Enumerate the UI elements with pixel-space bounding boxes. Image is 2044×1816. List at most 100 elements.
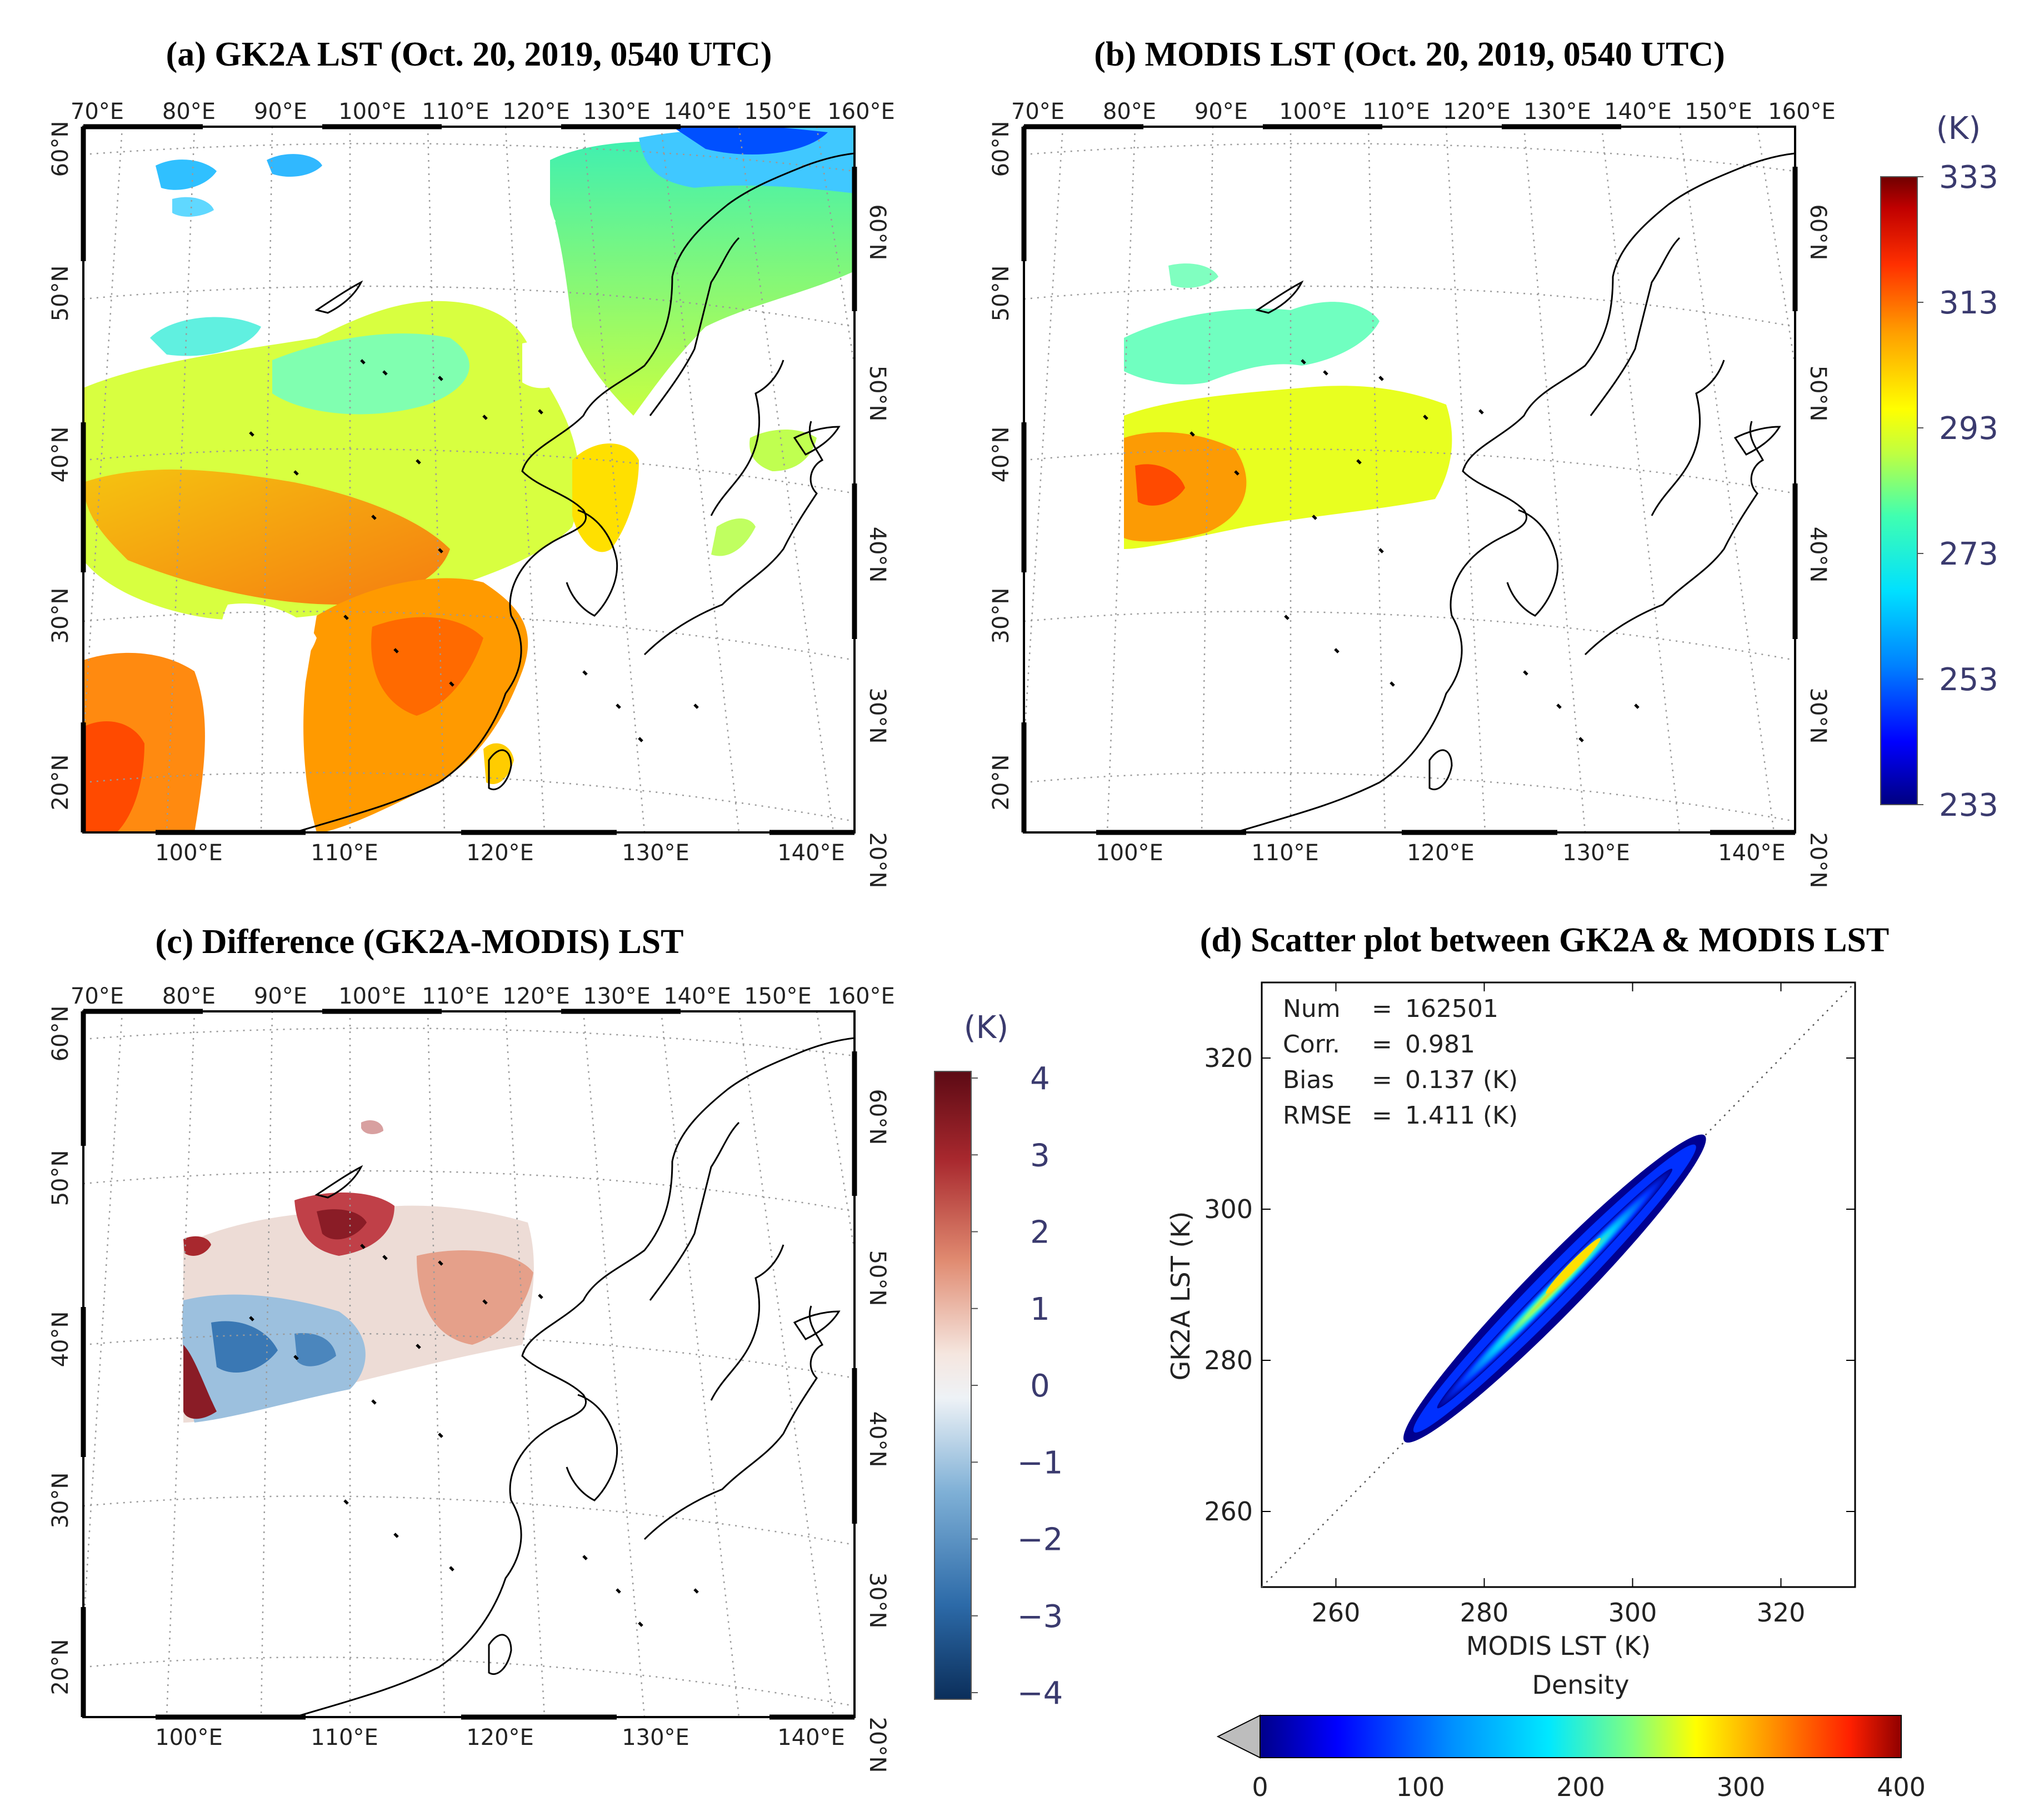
y-tick-label: 260 (1204, 1496, 1253, 1526)
left-lat-label: 20°N (48, 1639, 73, 1695)
top-lon-label: 120°E (502, 99, 570, 124)
bottom-lon-label: 120°E (1407, 840, 1475, 866)
top-lon-label: 160°E (1768, 99, 1836, 124)
bottom-lon-label: 110°E (1251, 840, 1319, 866)
colorbar-lst-label: 333 (1939, 159, 1998, 196)
top-lon-label: 80°E (162, 99, 216, 124)
top-lon-label: 160°E (827, 99, 895, 124)
colorbar-diff-label: 2 (1030, 1215, 1050, 1251)
colorbar-diff-label: −4 (1017, 1675, 1063, 1712)
right-lat-label: 40°N (864, 527, 890, 583)
top-lon-label: 80°E (162, 984, 216, 1009)
top-lon-label: 100°E (338, 99, 406, 124)
left-lat-label: 50°N (48, 266, 73, 322)
land-mongolia (272, 333, 469, 415)
right-lat-label: 20°N (864, 832, 890, 889)
colorbar-diff-label: −1 (1017, 1445, 1063, 1481)
top-lon-label: 110°E (1362, 99, 1430, 124)
bottom-lon-label: 120°E (466, 840, 534, 866)
top-lon-label: 110°E (422, 99, 489, 124)
stat-label: Corr. (1283, 1030, 1340, 1059)
y-tick-label: 280 (1204, 1345, 1253, 1375)
panel-d-title: (d) Scatter plot between GK2A & MODIS LS… (1200, 921, 1890, 959)
colorbar-diff-label: −2 (1017, 1522, 1063, 1558)
panel-c: (c) Difference (GK2A-MODIS) LST (81, 923, 857, 1720)
right-lat-label: 40°N (864, 1411, 890, 1468)
right-lat-label: 20°N (864, 1717, 890, 1773)
panel-d: (d) Scatter plot between GK2A & MODIS LS… (1166, 921, 1889, 1661)
x-tick-label: 300 (1608, 1598, 1657, 1628)
land-korea (572, 443, 639, 552)
right-lat-label: 60°N (864, 1089, 890, 1145)
colorbar-lst-bar (1880, 176, 1918, 805)
bottom-lon-label: 140°E (777, 840, 845, 866)
colorbar-density-label: 0 (1252, 1772, 1268, 1802)
top-lon-label: 140°E (1604, 99, 1672, 124)
panel-a: (a) GK2A LST (Oct. 20, 2019, 0540 UTC) (81, 36, 857, 835)
colorbar-lst-label: 273 (1939, 536, 1998, 572)
colorbar-diff-label: 3 (1030, 1138, 1050, 1174)
left-lat-label: 40°N (988, 427, 1014, 483)
stat-label: Bias (1283, 1066, 1334, 1094)
diff-field-positive-west (183, 1345, 217, 1419)
left-lat-label: 40°N (48, 1311, 73, 1368)
panel-c-frame-ticks (81, 1009, 857, 1720)
stat-value: 0.981 (1405, 1030, 1475, 1059)
colorbar-lst: (K) 333 313 293 273 253 233 (1880, 111, 1998, 824)
top-lon-label: 140°E (663, 984, 731, 1009)
right-lat-label: 50°N (864, 1250, 890, 1306)
bottom-lon-label: 140°E (1718, 840, 1786, 866)
right-lat-label: 20°N (1805, 832, 1831, 889)
colorbar-density-label: 300 (1717, 1772, 1766, 1802)
right-lat-label: 40°N (1805, 527, 1831, 583)
top-lon-label: 90°E (254, 984, 307, 1009)
panel-a-title: (a) GK2A LST (Oct. 20, 2019, 0540 UTC) (166, 36, 772, 73)
top-lon-label: 150°E (744, 984, 812, 1009)
top-lon-label: 160°E (827, 984, 895, 1009)
top-lon-label: 80°E (1103, 99, 1156, 124)
left-lat-label: 60°N (48, 1006, 73, 1062)
y-tick-label: 320 (1204, 1043, 1253, 1073)
panel-a-frame-ticks (81, 124, 857, 835)
bottom-lon-label: 130°E (1562, 840, 1630, 866)
y-tick-label: 300 (1204, 1194, 1253, 1224)
left-lat-label: 60°N (988, 121, 1014, 177)
colorbar-lst-label: 293 (1939, 411, 1998, 447)
colorbar-diff-label: 0 (1030, 1368, 1050, 1404)
colorbar-density-bar (1260, 1715, 1902, 1758)
colorbar-diff-label: 4 (1030, 1061, 1050, 1097)
colorbar-lst-label: 313 (1939, 285, 1998, 321)
bottom-lon-label: 130°E (622, 1725, 689, 1750)
right-lat-label: 50°N (864, 366, 890, 422)
top-lon-label: 120°E (1443, 99, 1511, 124)
panel-b-title: (b) MODIS LST (Oct. 20, 2019, 0540 UTC) (1094, 36, 1725, 73)
left-lat-label: 60°N (48, 121, 73, 177)
stat-equals: = (1372, 1101, 1392, 1130)
bottom-lon-label: 100°E (155, 840, 223, 866)
top-lon-label: 100°E (338, 984, 406, 1009)
bottom-lon-label: 120°E (466, 1725, 534, 1750)
stat-label: Num (1283, 995, 1341, 1023)
x-tick-label: 260 (1312, 1598, 1361, 1628)
top-lon-label: 100°E (1279, 99, 1347, 124)
right-lat-label: 30°N (864, 1573, 890, 1629)
stat-label: RMSE (1283, 1101, 1352, 1130)
stat-equals: = (1372, 995, 1392, 1023)
bottom-lon-label: 100°E (155, 1725, 223, 1750)
stat-value: 1.411 (K) (1405, 1101, 1518, 1130)
right-lat-label: 60°N (864, 204, 890, 261)
colorbar-density-under-arrow (1216, 1714, 1261, 1759)
left-lat-label: 50°N (48, 1150, 73, 1206)
stat-value: 162501 (1405, 995, 1498, 1023)
colorbar-diff-unit: (K) (964, 1010, 1008, 1046)
x-tick-label: 280 (1460, 1598, 1509, 1628)
left-lat-label: 20°N (48, 755, 73, 811)
colorbar-density-label: 200 (1556, 1772, 1605, 1802)
modis-land-hot (1124, 432, 1247, 542)
top-lon-label: 130°E (1523, 99, 1591, 124)
colorbar-diff-label: −3 (1017, 1599, 1063, 1635)
panel-b: (b) MODIS LST (Oct. 20, 2019, 0540 UTC) (1021, 36, 1798, 835)
colorbar-lst-label: 253 (1939, 662, 1998, 698)
top-lon-label: 130°E (583, 984, 651, 1009)
